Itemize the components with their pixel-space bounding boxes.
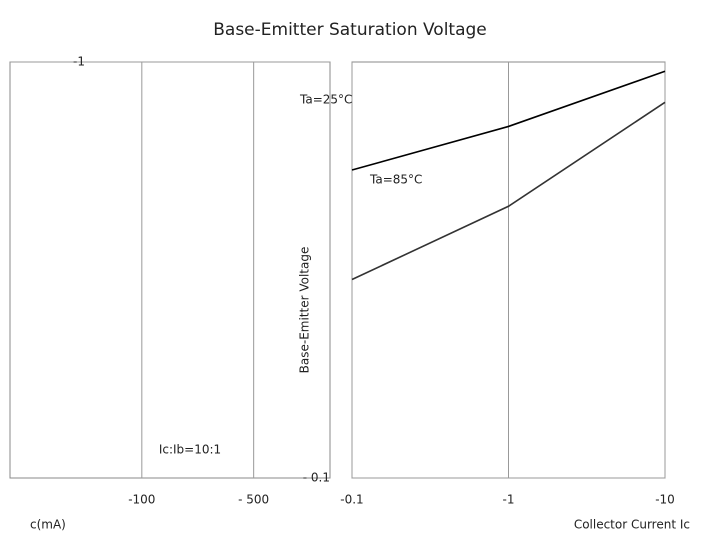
x-tick-label: -100 bbox=[128, 493, 155, 507]
x-tick-label: - 500 bbox=[238, 493, 269, 507]
line-series bbox=[351, 101, 666, 281]
x-tick-label: -0.1 bbox=[340, 493, 363, 507]
y-tick-label: -1 bbox=[73, 55, 85, 69]
series-label: Ta=85°C bbox=[369, 173, 422, 187]
x-tick-label: -10 bbox=[655, 493, 675, 507]
y-axis-label: Base-Emitter Voltage bbox=[298, 247, 312, 374]
line-series bbox=[351, 70, 666, 171]
annotation: Ic:Ib=10:1 bbox=[159, 443, 221, 457]
y-tick-label: - 0.1 bbox=[303, 471, 330, 485]
chart-title: Base-Emitter Saturation Voltage bbox=[213, 20, 487, 40]
x-tick-label: -1 bbox=[503, 493, 515, 507]
x-axis-label: Collector Current Ic bbox=[574, 518, 690, 532]
series-label: Ta=25°C bbox=[299, 93, 352, 107]
x-axis-label: c(mA) bbox=[30, 518, 66, 532]
